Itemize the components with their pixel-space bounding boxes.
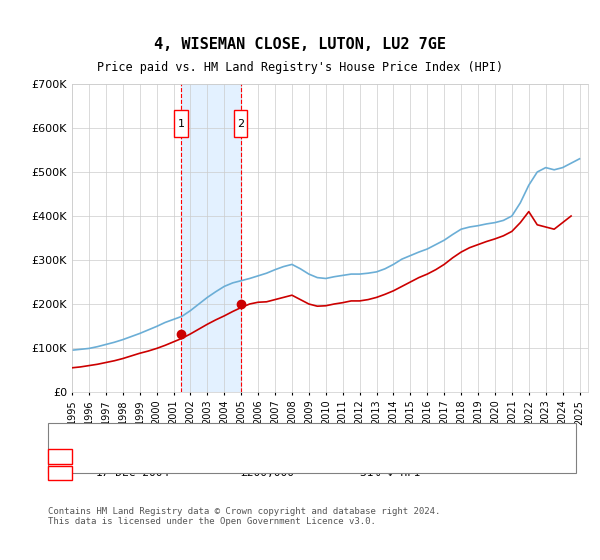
Text: 4, WISEMAN CLOSE, LUTON, LU2 7GE: 4, WISEMAN CLOSE, LUTON, LU2 7GE bbox=[154, 38, 446, 52]
Text: 2: 2 bbox=[237, 119, 244, 129]
Text: £200,000: £200,000 bbox=[240, 468, 294, 478]
Text: ——: —— bbox=[66, 436, 81, 449]
Bar bbox=[181, 84, 241, 392]
Text: 29% ↓ HPI: 29% ↓ HPI bbox=[360, 451, 421, 461]
Text: Price paid vs. HM Land Registry's House Price Index (HPI): Price paid vs. HM Land Registry's House … bbox=[97, 60, 503, 74]
Text: ——: —— bbox=[66, 426, 81, 439]
Text: £132,500: £132,500 bbox=[240, 451, 294, 461]
Text: 31% ↓ HPI: 31% ↓ HPI bbox=[360, 468, 421, 478]
FancyBboxPatch shape bbox=[234, 110, 247, 137]
Text: 1: 1 bbox=[56, 451, 64, 461]
Text: 17-DEC-2004: 17-DEC-2004 bbox=[96, 468, 170, 478]
Text: 4, WISEMAN CLOSE, LUTON, LU2 7GE (detached house): 4, WISEMAN CLOSE, LUTON, LU2 7GE (detach… bbox=[102, 427, 408, 437]
Text: HPI: Average price, detached house, Central Bedfordshire: HPI: Average price, detached house, Cent… bbox=[102, 437, 452, 447]
Text: 1: 1 bbox=[178, 119, 185, 129]
Text: Contains HM Land Registry data © Crown copyright and database right 2024.
This d: Contains HM Land Registry data © Crown c… bbox=[48, 507, 440, 526]
Text: 2: 2 bbox=[56, 468, 64, 478]
Text: 15-JUN-2001: 15-JUN-2001 bbox=[96, 451, 170, 461]
FancyBboxPatch shape bbox=[175, 110, 188, 137]
